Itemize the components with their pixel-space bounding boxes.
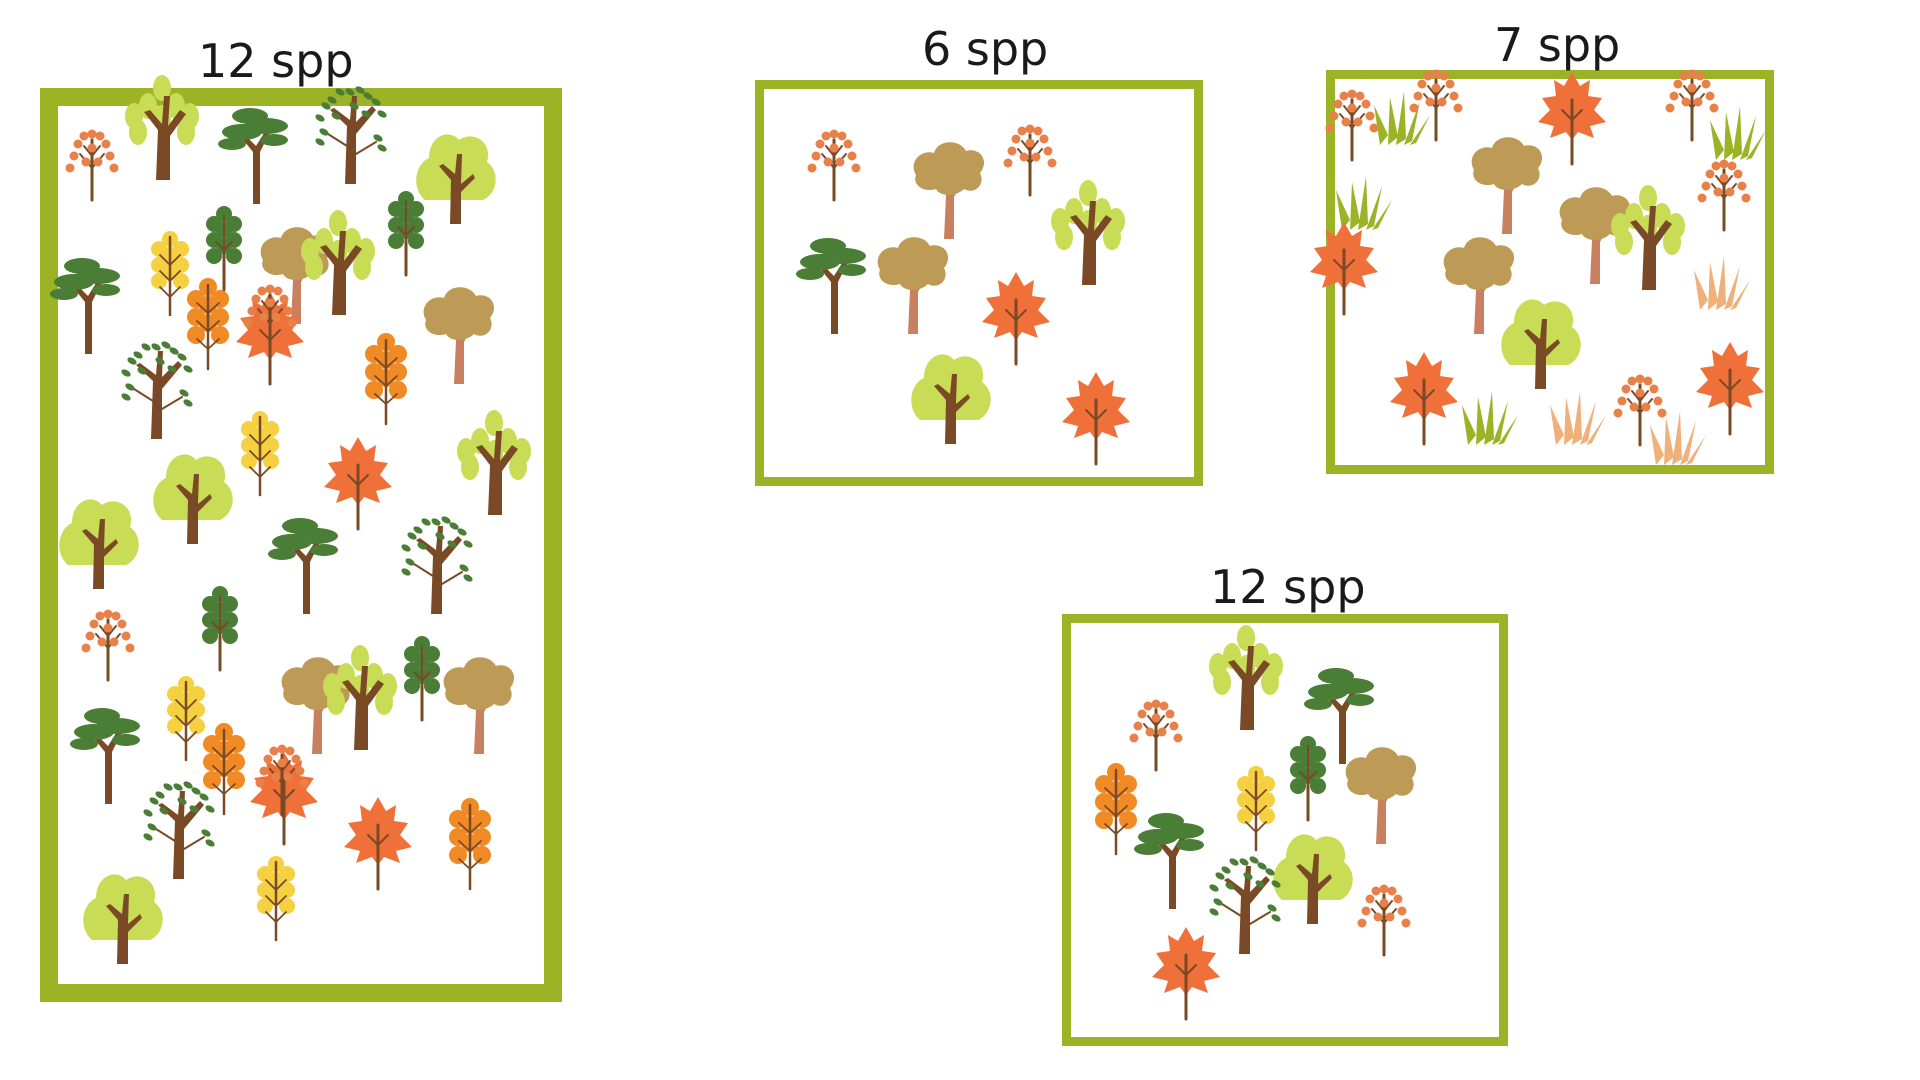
yellow-balls-tree-icon [1237, 766, 1275, 852]
rust-small-tree-icon [1697, 159, 1751, 232]
lollipop-dark-tree-icon [388, 191, 424, 277]
bush-tree-icon [1273, 834, 1353, 924]
rust-small-tree-icon [1409, 69, 1463, 142]
yellow-green-branched-tree-icon [323, 645, 397, 750]
rust-small-tree-icon [1325, 89, 1379, 162]
plot-label-4: 12 spp [1210, 560, 1366, 614]
bush-tree-icon [416, 134, 496, 224]
rust-small-tree-icon [807, 129, 861, 202]
plot-label-1: 12 spp [198, 34, 354, 88]
rust-small-tree-icon [1665, 69, 1719, 142]
orange-maple-tree-icon [1390, 352, 1458, 446]
orange-maple-tree-icon [324, 437, 392, 531]
yellow-green-branched-tree-icon [1611, 185, 1685, 290]
pine-tree-icon [268, 518, 338, 614]
plot-label-3: 7 spp [1494, 18, 1621, 72]
leafy-branch-tree-icon [401, 516, 473, 614]
grass-peach-icon [1550, 391, 1606, 445]
bush-tree-icon [1501, 299, 1581, 389]
grass-green-icon [1374, 91, 1430, 145]
khaki-tree-icon [913, 142, 985, 239]
khaki-tree-icon [1345, 747, 1417, 844]
rust-small-tree-icon [243, 284, 297, 357]
grass-peach-icon [1694, 256, 1750, 310]
plot-label-2: 6 spp [922, 22, 1049, 76]
orange-balls-tree-icon [1095, 763, 1137, 856]
orange-maple-tree-icon [1538, 72, 1606, 166]
yellow-green-branched-tree-icon [1051, 180, 1125, 285]
khaki-tree-icon [1471, 137, 1543, 234]
leafy-branch-tree-icon [315, 86, 387, 184]
lollipop-dark-tree-icon [404, 636, 440, 722]
rust-small-tree-icon [81, 609, 135, 682]
rust-small-tree-icon [1613, 374, 1667, 447]
yellow-balls-tree-icon [241, 411, 279, 497]
orange-balls-tree-icon [187, 278, 229, 371]
orange-balls-tree-icon [365, 333, 407, 426]
rust-small-tree-icon [255, 744, 309, 817]
orange-maple-tree-icon [1310, 222, 1378, 316]
yellow-green-branched-tree-icon [125, 75, 199, 180]
orange-maple-tree-icon [250, 752, 318, 846]
orange-balls-tree-icon [203, 723, 245, 816]
yellow-balls-tree-icon [257, 856, 295, 942]
rust-small-tree-icon [1003, 124, 1057, 197]
pine-tree-icon [70, 708, 140, 804]
lollipop-dark-tree-icon [206, 206, 242, 292]
yellow-green-branched-tree-icon [1209, 625, 1283, 730]
rust-small-tree-icon [1129, 699, 1183, 772]
bush-tree-icon [83, 874, 163, 964]
pine-tree-icon [1134, 813, 1204, 909]
orange-maple-tree-icon [1062, 372, 1130, 466]
yellow-green-branched-tree-icon [457, 410, 531, 515]
orange-maple-tree-icon [1696, 342, 1764, 436]
orange-maple-tree-icon [1152, 927, 1220, 1021]
orange-balls-tree-icon [449, 798, 491, 891]
pine-tree-icon [218, 108, 288, 204]
khaki-tree-icon [877, 237, 949, 334]
plot-frame-4 [1062, 614, 1508, 1046]
leafy-branch-tree-icon [143, 781, 215, 879]
rust-small-tree-icon [1357, 884, 1411, 957]
orange-maple-tree-icon [344, 797, 412, 891]
yellow-green-branched-tree-icon [301, 210, 375, 315]
pine-tree-icon [796, 238, 866, 334]
bush-tree-icon [153, 454, 233, 544]
grass-green-icon [1710, 106, 1766, 160]
leafy-branch-tree-icon [1209, 856, 1281, 954]
grass-green-icon [1336, 176, 1392, 230]
grass-green-icon [1462, 391, 1518, 445]
khaki-tree-icon [443, 657, 515, 754]
bush-tree-icon [59, 499, 139, 589]
yellow-balls-tree-icon [167, 676, 205, 762]
yellow-balls-tree-icon [151, 231, 189, 317]
grass-peach-icon [1650, 411, 1706, 465]
orange-maple-tree-icon [982, 272, 1050, 366]
bush-tree-icon [911, 354, 991, 444]
pine-tree-icon [50, 258, 120, 354]
leafy-branch-tree-icon [121, 341, 193, 439]
plot-frame-2 [755, 80, 1203, 486]
lollipop-dark-tree-icon [1290, 736, 1326, 822]
rust-small-tree-icon [65, 129, 119, 202]
lollipop-dark-tree-icon [202, 586, 238, 672]
khaki-tree-icon [1443, 237, 1515, 334]
khaki-tree-icon [423, 287, 495, 384]
pine-tree-icon [1304, 668, 1374, 764]
